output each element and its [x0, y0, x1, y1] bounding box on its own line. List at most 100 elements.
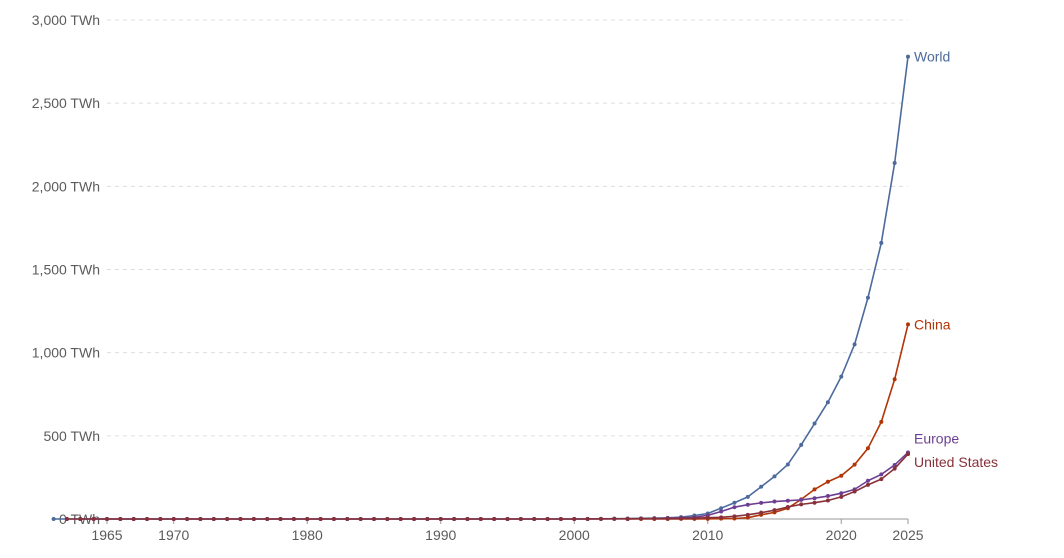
series-label: Europe — [914, 430, 959, 446]
data-point — [345, 517, 350, 521]
series-line — [53, 56, 909, 520]
data-point — [612, 516, 617, 521]
data-point — [785, 498, 790, 503]
data-point — [892, 377, 897, 382]
data-point — [198, 517, 203, 521]
data-point — [772, 499, 777, 504]
data-point — [732, 505, 737, 510]
x-tick-label: 1965 — [91, 527, 122, 543]
data-point — [865, 482, 870, 487]
data-point — [852, 462, 857, 467]
data-point — [278, 517, 283, 521]
data-point — [732, 514, 737, 519]
data-point — [305, 517, 310, 521]
data-point — [759, 484, 764, 489]
data-point — [679, 516, 684, 521]
data-point — [171, 517, 176, 521]
series-label: China — [914, 316, 951, 332]
data-point — [251, 517, 256, 521]
data-point — [518, 517, 523, 521]
y-tick-label: 500 TWh — [43, 428, 100, 444]
data-point — [825, 498, 830, 503]
series-world — [51, 54, 910, 521]
data-point — [145, 517, 150, 521]
data-point — [879, 240, 884, 245]
data-point — [492, 517, 497, 521]
data-point — [892, 161, 897, 166]
x-tick-label: 2025 — [892, 527, 923, 543]
data-point — [719, 509, 724, 514]
data-point — [705, 515, 710, 520]
data-point — [745, 502, 750, 507]
data-point — [745, 512, 750, 517]
series-end-labels: World China Europe United States — [914, 49, 998, 471]
data-point — [425, 517, 430, 521]
data-point — [665, 516, 670, 521]
data-point — [185, 517, 190, 521]
data-point — [799, 497, 804, 502]
data-point — [799, 502, 804, 507]
data-point — [91, 517, 96, 521]
grid-lines — [107, 19, 908, 437]
data-point — [906, 322, 910, 327]
data-point — [572, 517, 577, 521]
data-point — [906, 452, 910, 457]
data-point — [719, 506, 724, 511]
data-point — [785, 505, 790, 510]
data-point — [652, 516, 657, 521]
data-point — [812, 500, 817, 505]
data-point — [438, 517, 443, 521]
data-point — [318, 517, 323, 521]
data-point — [839, 473, 844, 478]
data-point — [839, 374, 844, 379]
data-point — [412, 517, 417, 521]
data-point — [465, 517, 470, 521]
data-point — [131, 517, 136, 521]
data-point — [865, 295, 870, 300]
data-point — [105, 517, 109, 521]
data-point — [745, 515, 750, 520]
data-point — [825, 494, 830, 499]
data-point — [505, 517, 510, 521]
data-point — [64, 517, 69, 521]
data-point — [331, 517, 336, 521]
data-point — [825, 479, 830, 484]
data-point — [558, 517, 563, 521]
x-tick-label: 2020 — [826, 527, 857, 543]
data-point — [772, 474, 777, 479]
x-tick-label: 2000 — [559, 527, 590, 543]
y-tick-label: 1,000 TWh — [32, 345, 100, 361]
data-point — [892, 462, 897, 467]
data-point — [78, 517, 83, 521]
series-line — [66, 453, 909, 520]
data-point — [719, 515, 724, 520]
data-point — [291, 517, 296, 521]
data-point — [238, 517, 243, 521]
data-point — [732, 500, 737, 505]
data-point — [759, 500, 764, 505]
data-point — [639, 516, 643, 521]
data-point — [545, 517, 550, 521]
x-tick-label: 1990 — [425, 527, 456, 543]
data-point — [812, 487, 817, 492]
series-line — [627, 324, 909, 520]
data-point — [398, 517, 403, 521]
data-point — [865, 446, 870, 451]
data-point — [839, 491, 844, 496]
data-point — [358, 517, 363, 521]
series-lines — [51, 54, 910, 521]
series-united-states — [64, 452, 910, 521]
data-point — [852, 489, 857, 494]
data-point — [265, 517, 270, 521]
x-tick-label: 1970 — [158, 527, 189, 543]
data-point — [879, 419, 884, 424]
y-tick-label: 1,500 TWh — [32, 262, 100, 278]
series-label: World — [914, 49, 950, 65]
data-point — [879, 472, 884, 477]
data-point — [452, 517, 457, 521]
x-axis-ticks: 1965 1970 1980 1990 2000 2010 2020 2025 — [91, 519, 924, 543]
data-point — [799, 442, 804, 447]
data-point — [478, 517, 483, 521]
data-point — [158, 517, 163, 521]
